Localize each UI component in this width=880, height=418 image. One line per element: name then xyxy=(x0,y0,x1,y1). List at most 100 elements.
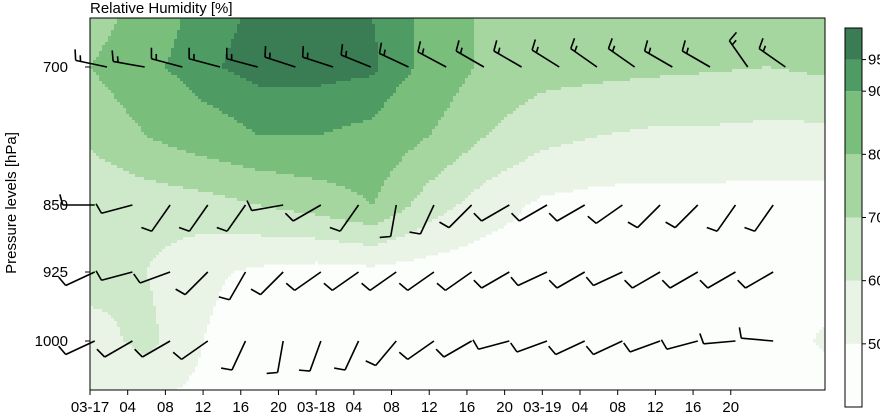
barb-shaft xyxy=(674,204,699,229)
barb-flag xyxy=(175,288,186,296)
colorbar: 50 60 70 80 90 95 xyxy=(844,27,880,408)
barb-shaft xyxy=(754,204,774,232)
wind-barb xyxy=(548,204,586,222)
barb-flag xyxy=(681,40,686,52)
barb-half-flag xyxy=(574,45,578,52)
barb-flag xyxy=(141,226,153,232)
barb-shaft xyxy=(607,47,636,68)
wind-barb xyxy=(95,203,133,215)
barb-flag xyxy=(398,351,409,360)
barb-half-flag xyxy=(344,50,348,57)
barb-flag xyxy=(531,39,537,51)
wind-barb xyxy=(509,340,548,353)
wind-barb xyxy=(216,204,247,232)
wind-barb xyxy=(178,204,209,232)
wind-barb xyxy=(285,271,322,292)
wind-barb xyxy=(473,271,510,289)
barb-shaft xyxy=(375,340,397,367)
wind-barb xyxy=(378,42,409,68)
barb-flag xyxy=(436,282,446,291)
plot-frame xyxy=(89,17,826,391)
barb-flag xyxy=(58,276,67,287)
barb-flag xyxy=(607,38,613,49)
wind-barb xyxy=(301,46,334,68)
barb-flag xyxy=(624,279,633,289)
barb-half-flag xyxy=(535,46,539,53)
barb-shaft xyxy=(745,271,774,289)
barb-flag xyxy=(585,345,595,356)
barb-flag xyxy=(473,212,483,222)
barb-flag xyxy=(334,367,346,371)
barb-shaft xyxy=(443,340,473,358)
barb-flag xyxy=(96,348,106,358)
barb-shaft xyxy=(593,340,623,356)
barb-flag xyxy=(246,200,253,211)
colorbar-bin xyxy=(845,28,862,60)
wind-barb xyxy=(246,200,284,212)
barb-flag xyxy=(266,371,278,375)
wind-barb xyxy=(74,49,108,68)
barb-flag xyxy=(95,270,103,281)
barb-shaft xyxy=(758,47,786,68)
wind-barb xyxy=(220,340,247,371)
x-tick-label: 03-19 xyxy=(523,399,561,416)
plot-area xyxy=(90,18,825,390)
wind-barb xyxy=(284,204,322,222)
barb-shaft xyxy=(184,271,209,296)
barb-flag xyxy=(660,339,668,350)
barb-flag xyxy=(95,203,103,214)
x-tick-label: 12 xyxy=(647,399,664,416)
barb-flag xyxy=(216,226,228,232)
barb-flag xyxy=(74,49,77,61)
barb-shaft xyxy=(251,204,284,212)
wind-barb xyxy=(95,270,133,282)
wind-barb xyxy=(133,271,171,284)
wind-barb xyxy=(365,340,397,367)
barb-shaft xyxy=(151,204,171,232)
barb-shaft xyxy=(141,340,171,358)
barb-shaft xyxy=(339,204,360,232)
wind-barb xyxy=(175,271,209,296)
barb-shaft xyxy=(292,204,322,222)
wind-barb xyxy=(531,39,560,68)
barb-shaft xyxy=(331,271,360,292)
barb-flag xyxy=(284,212,294,222)
barb-half-flag xyxy=(497,47,501,54)
barb-shaft xyxy=(151,57,183,68)
barb-flag xyxy=(548,212,558,222)
colorbar-bin xyxy=(845,59,862,92)
barb-shaft xyxy=(716,204,737,232)
barb-shaft xyxy=(294,271,322,292)
barb-flag xyxy=(699,333,705,345)
wind-barb xyxy=(134,340,171,358)
barb-flag xyxy=(409,231,421,235)
wind-barbs xyxy=(58,31,786,375)
barb-flag xyxy=(329,226,341,232)
x-tick-label: 20 xyxy=(722,399,739,416)
barb-flag xyxy=(365,360,377,367)
x-tick-label: 08 xyxy=(157,399,174,416)
chart-title: Relative Humidity [%] xyxy=(90,0,233,17)
wind-barb xyxy=(218,271,247,301)
wind-barb xyxy=(510,271,548,287)
barb-shaft xyxy=(728,40,749,68)
wind-barb xyxy=(188,47,221,68)
barb-flag xyxy=(744,226,756,232)
barb-half-flag xyxy=(611,45,616,52)
wind-barb xyxy=(340,43,372,68)
barb-flag xyxy=(758,38,764,49)
barb-half-flag xyxy=(421,48,425,55)
barb-shaft xyxy=(556,204,586,222)
barb-shaft xyxy=(101,204,133,215)
barb-shaft xyxy=(302,56,334,68)
wind-barb xyxy=(548,271,586,289)
wind-barb xyxy=(409,204,435,235)
barb-shaft xyxy=(636,204,661,229)
wind-barb xyxy=(436,271,473,292)
barb-flag xyxy=(58,345,67,356)
barb-shaft xyxy=(264,56,296,68)
barb-shaft xyxy=(517,271,548,287)
wind-barb xyxy=(744,204,774,232)
barb-shaft xyxy=(113,60,145,68)
barb-flag xyxy=(472,339,480,350)
